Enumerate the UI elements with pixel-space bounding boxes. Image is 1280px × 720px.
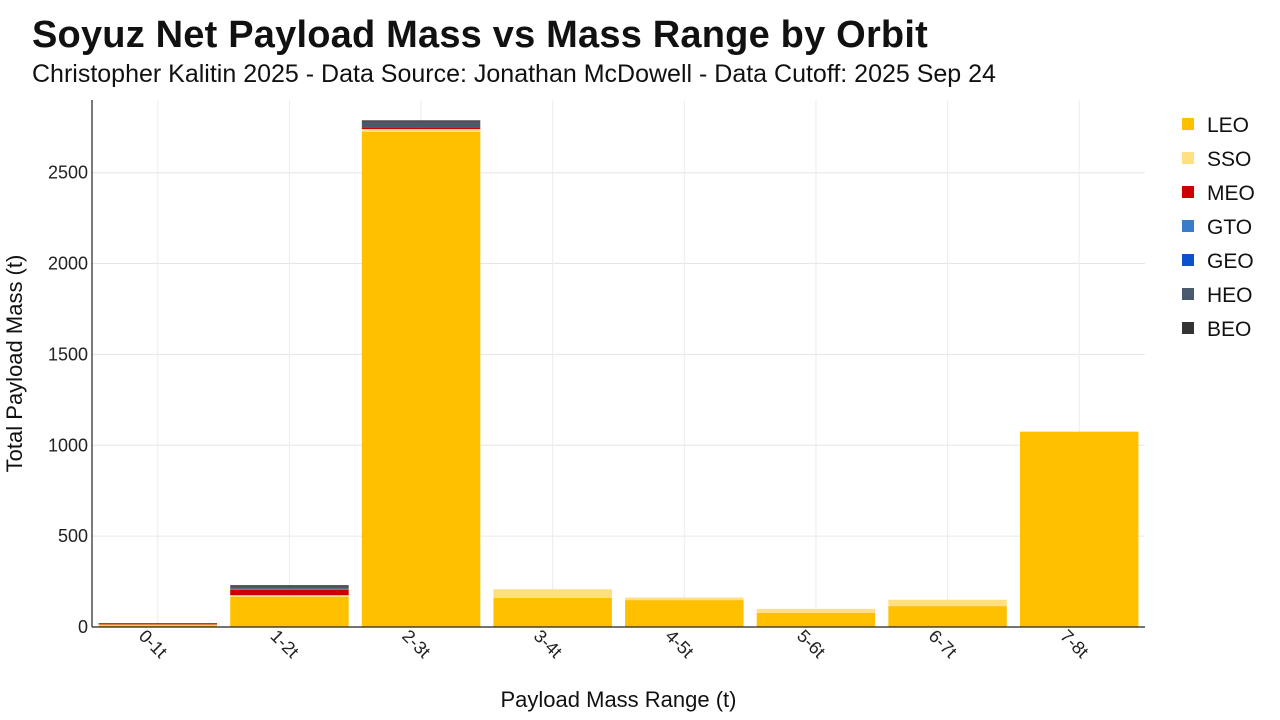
bar-leo-1-2t[interactable] xyxy=(230,597,349,627)
bars xyxy=(98,120,1139,627)
y-tick-label: 2000 xyxy=(48,254,88,274)
x-tick-label: 2-3t xyxy=(398,626,434,662)
y-tick-label: 500 xyxy=(58,526,88,546)
legend-item-meo[interactable]: MEO xyxy=(1182,182,1255,205)
legend-swatch xyxy=(1182,288,1194,300)
bar-heo-2-3t[interactable] xyxy=(361,121,481,128)
bar-beo-1-2t[interactable] xyxy=(230,585,349,587)
bar-leo-3-4t[interactable] xyxy=(493,597,612,627)
legend-label: HEO xyxy=(1207,284,1253,307)
legend: LEO SSO MEO GTO GEO HEO BEO xyxy=(1182,114,1255,341)
y-tick-label: 1000 xyxy=(48,435,88,455)
bar-leo-7-8t[interactable] xyxy=(1019,431,1139,627)
bar-sso-1-2t[interactable] xyxy=(230,595,349,598)
legend-label: LEO xyxy=(1207,114,1249,137)
bar-sso-6-7t[interactable] xyxy=(888,599,1007,607)
legend-swatch xyxy=(1182,254,1194,266)
legend-swatch xyxy=(1182,322,1194,334)
bar-sso-4-5t[interactable] xyxy=(625,597,744,601)
legend-item-geo[interactable]: GEO xyxy=(1182,250,1254,273)
bar-leo-0-1t[interactable] xyxy=(98,625,218,627)
bar-sso-3-4t[interactable] xyxy=(493,589,612,598)
legend-item-leo[interactable]: LEO xyxy=(1182,114,1249,137)
legend-item-gto[interactable]: GTO xyxy=(1182,216,1252,239)
legend-label: GTO xyxy=(1207,216,1252,239)
bar-meo-2-3t[interactable] xyxy=(361,127,481,130)
x-tick-label: 1-2t xyxy=(267,626,303,662)
chart-title: Soyuz Net Payload Mass vs Mass Range by … xyxy=(32,14,928,56)
bar-heo-1-2t[interactable] xyxy=(230,586,349,589)
y-tick-label: 0 xyxy=(78,617,88,637)
x-tick-labels: 0-1t 1-2t 2-3t 3-4t 4-5t 5-6t 6-7t 7-8t xyxy=(135,626,1092,662)
legend-label: BEO xyxy=(1207,318,1251,341)
x-tick-label: 6-7t xyxy=(925,626,961,662)
legend-label: SSO xyxy=(1207,148,1251,171)
x-axis-title: Payload Mass Range (t) xyxy=(501,687,737,712)
legend-label: MEO xyxy=(1207,182,1255,205)
bar-leo-2-3t[interactable] xyxy=(361,131,481,627)
bar-sso-2-3t[interactable] xyxy=(361,129,481,132)
bar-sso-0-1t[interactable] xyxy=(98,624,218,626)
bar-leo-4-5t[interactable] xyxy=(625,600,744,627)
legend-swatch xyxy=(1182,152,1194,164)
y-tick-label: 1500 xyxy=(48,344,88,364)
x-tick-label: 3-4t xyxy=(530,626,566,662)
legend-swatch xyxy=(1182,118,1194,130)
legend-label: GEO xyxy=(1207,250,1254,273)
bar-sso-5-6t[interactable] xyxy=(756,608,876,613)
x-tick-label: 7-8t xyxy=(1056,626,1092,662)
bar-meo-0-1t[interactable] xyxy=(98,623,218,625)
bar-leo-5-6t[interactable] xyxy=(756,612,876,627)
legend-item-sso[interactable]: SSO xyxy=(1182,148,1251,171)
x-tick-label: 0-1t xyxy=(135,626,171,662)
bar-beo-2-3t[interactable] xyxy=(361,120,481,122)
bar-meo-1-2t[interactable] xyxy=(230,589,349,596)
bar-gto-1-2t[interactable] xyxy=(230,588,349,590)
chart-subtitle: Christopher Kalitin 2025 - Data Source: … xyxy=(32,60,996,88)
legend-swatch xyxy=(1182,220,1194,232)
bar-leo-6-7t[interactable] xyxy=(888,606,1007,627)
axes xyxy=(91,100,1145,628)
legend-swatch xyxy=(1182,186,1194,198)
grid-lines xyxy=(92,100,1145,627)
y-tick-label: 2500 xyxy=(48,163,88,183)
y-tick-labels: 0 500 1000 1500 2000 2500 xyxy=(48,163,88,637)
legend-item-beo[interactable]: BEO xyxy=(1182,318,1251,341)
legend-item-heo[interactable]: HEO xyxy=(1182,284,1253,307)
x-tick-label: 5-6t xyxy=(793,626,829,662)
y-axis-title: Total Payload Mass (t) xyxy=(2,255,27,473)
x-tick-label: 4-5t xyxy=(661,626,697,662)
